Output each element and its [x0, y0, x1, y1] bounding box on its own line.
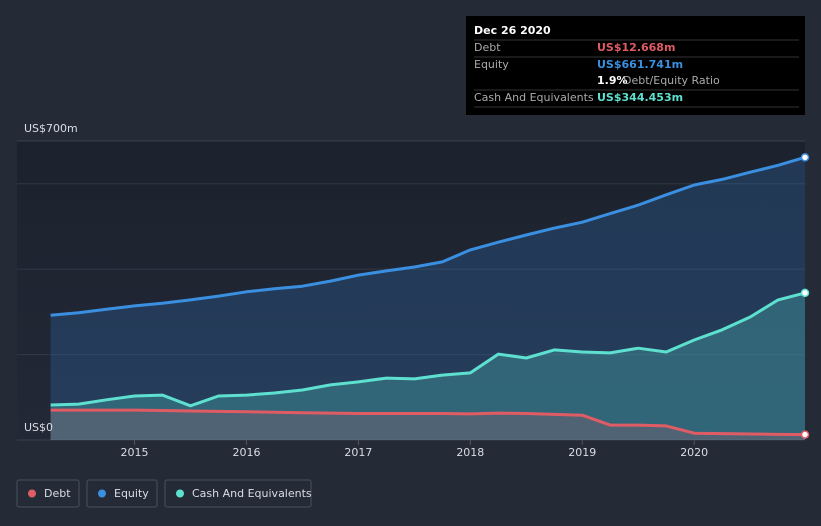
line	[50, 155, 806, 317]
tooltip-label: Equity	[474, 58, 509, 71]
tooltip: Dec 26 2020 Debt US$12.668m Equity US$66…	[466, 16, 805, 115]
area	[50, 157, 806, 441]
line	[50, 408, 806, 437]
y-tick-label: US$700m	[24, 122, 78, 135]
end-point	[800, 430, 810, 439]
x-tick-label: 2018	[456, 446, 484, 459]
y-tick-label: US$0	[24, 421, 53, 434]
legend-swatch	[176, 489, 184, 498]
legend-swatch	[98, 489, 106, 498]
tooltip-value: US$344.453m	[597, 91, 683, 104]
legend-swatch	[28, 489, 36, 498]
x-tick-label: 2015	[121, 446, 149, 459]
x-tick-label: 2016	[232, 446, 260, 459]
x-tick-label: 2020	[680, 446, 708, 459]
end-point	[800, 288, 810, 298]
tooltip-label: Cash And Equivalents	[474, 91, 594, 104]
legend-label: Debt	[44, 487, 71, 500]
legend-label: Cash And Equivalents	[192, 487, 312, 500]
tooltip-value: US$661.741m	[597, 58, 683, 71]
tooltip-value: US$12.668m	[597, 41, 675, 54]
area	[50, 292, 806, 440]
end-point	[800, 153, 810, 162]
legend-button[interactable]	[16, 479, 80, 508]
x-tick-label: 2019	[568, 446, 596, 459]
line	[50, 291, 806, 408]
x-tick-label: 2017	[344, 446, 372, 459]
legend-label: Equity	[114, 487, 149, 500]
legend-button[interactable]	[86, 479, 158, 508]
area	[50, 410, 806, 440]
tooltip-label: Debt	[474, 41, 501, 54]
tooltip-ratio: 1.9%	[597, 74, 628, 87]
tooltip-ratio-label: Debt/Equity Ratio	[623, 74, 720, 87]
legend-button[interactable]	[164, 479, 312, 508]
tooltip-date: Dec 26 2020	[474, 24, 551, 37]
tooltip-box	[466, 16, 805, 115]
